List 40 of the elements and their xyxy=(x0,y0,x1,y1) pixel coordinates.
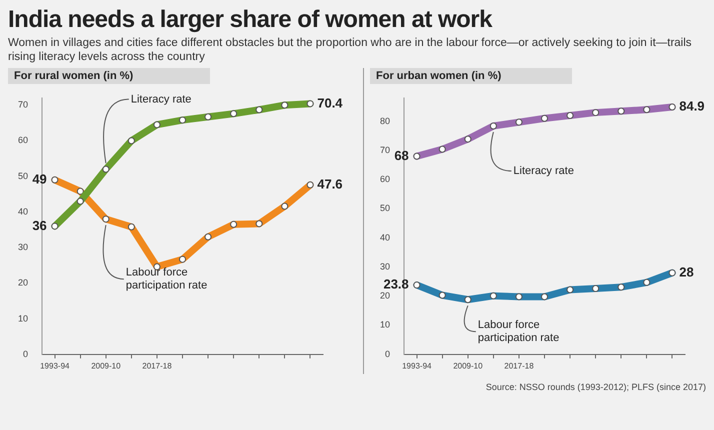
data-label: 84.9 xyxy=(679,98,705,114)
y-tick-label: 80 xyxy=(380,116,390,126)
y-tick-label: 0 xyxy=(22,348,28,359)
data-label: 68 xyxy=(394,148,409,163)
y-tick-label: 10 xyxy=(380,320,390,330)
data-label: 28 xyxy=(679,264,694,280)
y-tick-label: 40 xyxy=(380,232,390,242)
y-axis-title: For urban women (in %) xyxy=(370,68,572,84)
series-label: Literacy rate xyxy=(130,93,192,106)
y-tick-label: 50 xyxy=(18,170,28,181)
source-note: Source: NSSO rounds (1993-2012); PLFS (since 2017) xyxy=(484,382,706,392)
y-tick-label: 50 xyxy=(380,203,390,214)
y-axis-title: For rural women (in %) xyxy=(8,68,210,84)
y-tick-label: 40 xyxy=(18,206,28,216)
x-tick-label: 2009-10 xyxy=(91,361,122,370)
y-tick-label: 20 xyxy=(380,290,390,301)
y-tick-label: 60 xyxy=(380,174,390,184)
y-tick-label: 30 xyxy=(380,261,390,272)
y-tick-label: 0 xyxy=(384,348,390,359)
y-tick-label: 20 xyxy=(18,278,28,288)
x-tick-label: 2017-18 xyxy=(504,361,534,370)
y-tick-label: 60 xyxy=(18,135,28,146)
legend-label: Labour force participation rate xyxy=(478,319,560,344)
y-tick-label: 70 xyxy=(380,144,390,155)
data-label: 47.6 xyxy=(317,176,343,192)
y-tick-label: 70 xyxy=(18,100,28,110)
data-label: 36 xyxy=(32,218,47,233)
text: Women in villages and cities face different obstacles but the proportion who are in the labour force—or actively seeking to join it—trails rising literacy levels across the country xyxy=(8,36,693,64)
x-tick-label: 1993-94 xyxy=(40,361,70,370)
data-label: 49 xyxy=(32,171,47,186)
data-label: 70.4 xyxy=(317,95,344,110)
text: Literacy rate xyxy=(513,165,574,177)
x-tick-label: 2009-10 xyxy=(453,361,484,370)
chart-title: India needs a larger share of women at work xyxy=(8,6,494,34)
y-tick-label: 10 xyxy=(18,313,28,324)
x-tick-label: 1993-94 xyxy=(402,361,432,370)
x-tick-label: 2017-18 xyxy=(142,361,172,370)
y-tick-label: 30 xyxy=(18,242,28,252)
data-label: 23.8 xyxy=(383,276,409,292)
series-label: Labour force participation rate xyxy=(126,266,208,292)
